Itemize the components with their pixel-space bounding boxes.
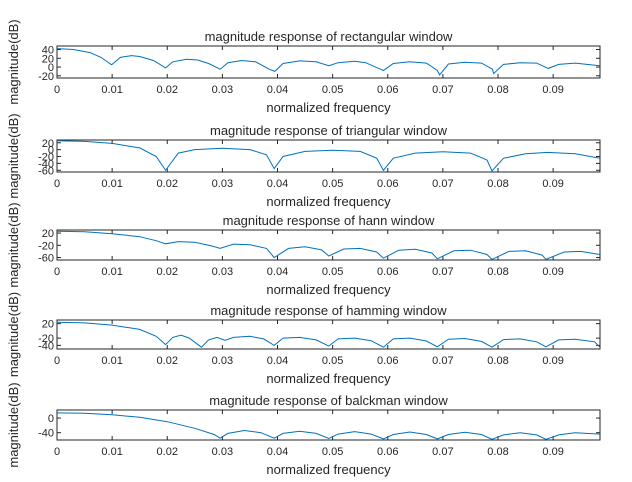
x-tick-label: 0.06 <box>377 446 398 458</box>
subplot-title: magnitude response of balckman window <box>209 393 448 408</box>
axes-box <box>56 409 601 441</box>
x-tick-label: 0.01 <box>101 446 122 458</box>
y-tick-label: -40 <box>38 428 54 440</box>
y-axis-label: magnitude(dB) <box>6 292 21 377</box>
series-line <box>57 140 600 172</box>
x-tick-label: 0.09 <box>542 84 563 96</box>
x-tick-label: 0.08 <box>487 266 508 278</box>
x-tick-label: 0.04 <box>267 446 288 458</box>
y-axis-label: magnitude(dB) <box>6 382 21 467</box>
subplot-title: magnitude response of rectangular window <box>205 29 453 44</box>
x-tick-label: 0.02 <box>157 355 178 367</box>
subplot-title: magnitude response of hann window <box>223 213 435 228</box>
x-tick-label: 0.05 <box>322 178 343 190</box>
x-tick-label: 0.06 <box>377 84 398 96</box>
x-tick-label: 0.05 <box>322 446 343 458</box>
subplot-4: magnitude response of hamming window 0 0.0… <box>6 292 601 386</box>
y-tick-label: -20 <box>38 152 54 164</box>
y-tick-label: 0 <box>48 413 54 425</box>
x-tick-label: 0.07 <box>432 446 453 458</box>
y-tick-label: -20 <box>38 71 54 83</box>
x-axis-label: normalized frequency <box>266 100 391 115</box>
y-tick-label: -60 <box>38 165 54 177</box>
x-tick-label: 0.06 <box>377 178 398 190</box>
subplot-1: magnitude response of rectangular window… <box>6 19 601 115</box>
y-tick-label: -40 <box>38 340 54 352</box>
x-tick-label: 0.03 <box>212 355 233 367</box>
x-tick-label: 0.01 <box>101 266 122 278</box>
x-tick-label: 0.07 <box>432 178 453 190</box>
x-tick-label: 0.05 <box>322 84 343 96</box>
x-axis-label: normalized frequency <box>266 371 391 386</box>
y-tick-label: 0 <box>48 62 54 74</box>
x-axis-label: normalized frequency <box>266 282 391 297</box>
x-tick-label: 0.04 <box>267 266 288 278</box>
x-tick-label: 0.02 <box>157 178 178 190</box>
x-tick-label: 0.02 <box>157 266 178 278</box>
x-tick-label: 0.09 <box>542 446 563 458</box>
x-tick-label: 0.05 <box>322 266 343 278</box>
y-tick-label: 20 <box>42 53 54 65</box>
y-axis-label: magnitude(dB) <box>6 113 21 198</box>
y-tick-label: -20 <box>38 333 54 345</box>
series-line <box>57 230 600 260</box>
x-tick-label: 0 <box>54 178 60 190</box>
subplot-5: magnitude response of balckman window 0 0.… <box>6 382 601 477</box>
x-tick-label: 0.09 <box>542 178 563 190</box>
x-tick-label: 0.04 <box>267 178 288 190</box>
y-tick-label: 20 <box>42 228 54 240</box>
y-tick-label: 40 <box>42 45 54 57</box>
x-tick-label: 0.06 <box>377 355 398 367</box>
x-tick-label: 0.08 <box>487 355 508 367</box>
x-tick-label: 0.08 <box>487 84 508 96</box>
x-tick-label: 0.04 <box>267 84 288 96</box>
y-tick-label: 0 <box>48 145 54 157</box>
x-tick-label: 0.05 <box>322 355 343 367</box>
x-tick-label: 0.06 <box>377 266 398 278</box>
x-tick-label: 0.01 <box>101 355 122 367</box>
x-tick-label: 0.08 <box>487 178 508 190</box>
x-tick-label: 0.03 <box>212 266 233 278</box>
y-axis-label: magnitude(dB) <box>6 202 21 287</box>
x-tick-label: 0.07 <box>432 355 453 367</box>
y-tick-label: -20 <box>38 240 54 252</box>
axes-box <box>56 45 601 79</box>
y-tick-label: 20 <box>42 319 54 331</box>
x-tick-label: 0 <box>54 84 60 96</box>
series-line <box>57 48 600 76</box>
x-tick-label: 0.07 <box>432 84 453 96</box>
x-tick-label: 0 <box>54 266 60 278</box>
x-tick-label: 0.01 <box>101 178 122 190</box>
axes-box <box>56 139 601 173</box>
y-tick-label: -40 <box>38 158 54 170</box>
subplot-title: magnitude response of triangular window <box>210 123 448 138</box>
x-tick-label: 0.09 <box>542 355 563 367</box>
subplot-2: magnitude response of triangular window 0… <box>6 113 601 209</box>
x-tick-label: 0.01 <box>101 84 122 96</box>
x-tick-label: 0.04 <box>267 355 288 367</box>
x-tick-label: 0 <box>54 446 60 458</box>
x-tick-label: 0.02 <box>157 84 178 96</box>
x-tick-label: 0.07 <box>432 266 453 278</box>
subplot-title: magnitude response of hamming window <box>210 303 447 318</box>
x-tick-label: 0 <box>54 355 60 367</box>
series-line <box>57 412 600 440</box>
x-tick-label: 0.09 <box>542 266 563 278</box>
axes-box <box>56 319 601 350</box>
x-tick-label: 0.03 <box>212 178 233 190</box>
subplot-3: magnitude response of hann window 0 0.01 0.… <box>6 202 601 297</box>
x-tick-label: 0.03 <box>212 446 233 458</box>
x-tick-label: 0.08 <box>487 446 508 458</box>
x-tick-label: 0.02 <box>157 446 178 458</box>
x-axis-label: normalized frequency <box>266 194 391 209</box>
y-axis-label: magnitude(dB) <box>6 19 21 104</box>
x-tick-label: 0.03 <box>212 84 233 96</box>
y-tick-label: -60 <box>38 253 54 265</box>
x-axis-label: normalized frequency <box>266 462 391 477</box>
y-tick-label: 20 <box>42 138 54 150</box>
series-line <box>57 321 600 348</box>
